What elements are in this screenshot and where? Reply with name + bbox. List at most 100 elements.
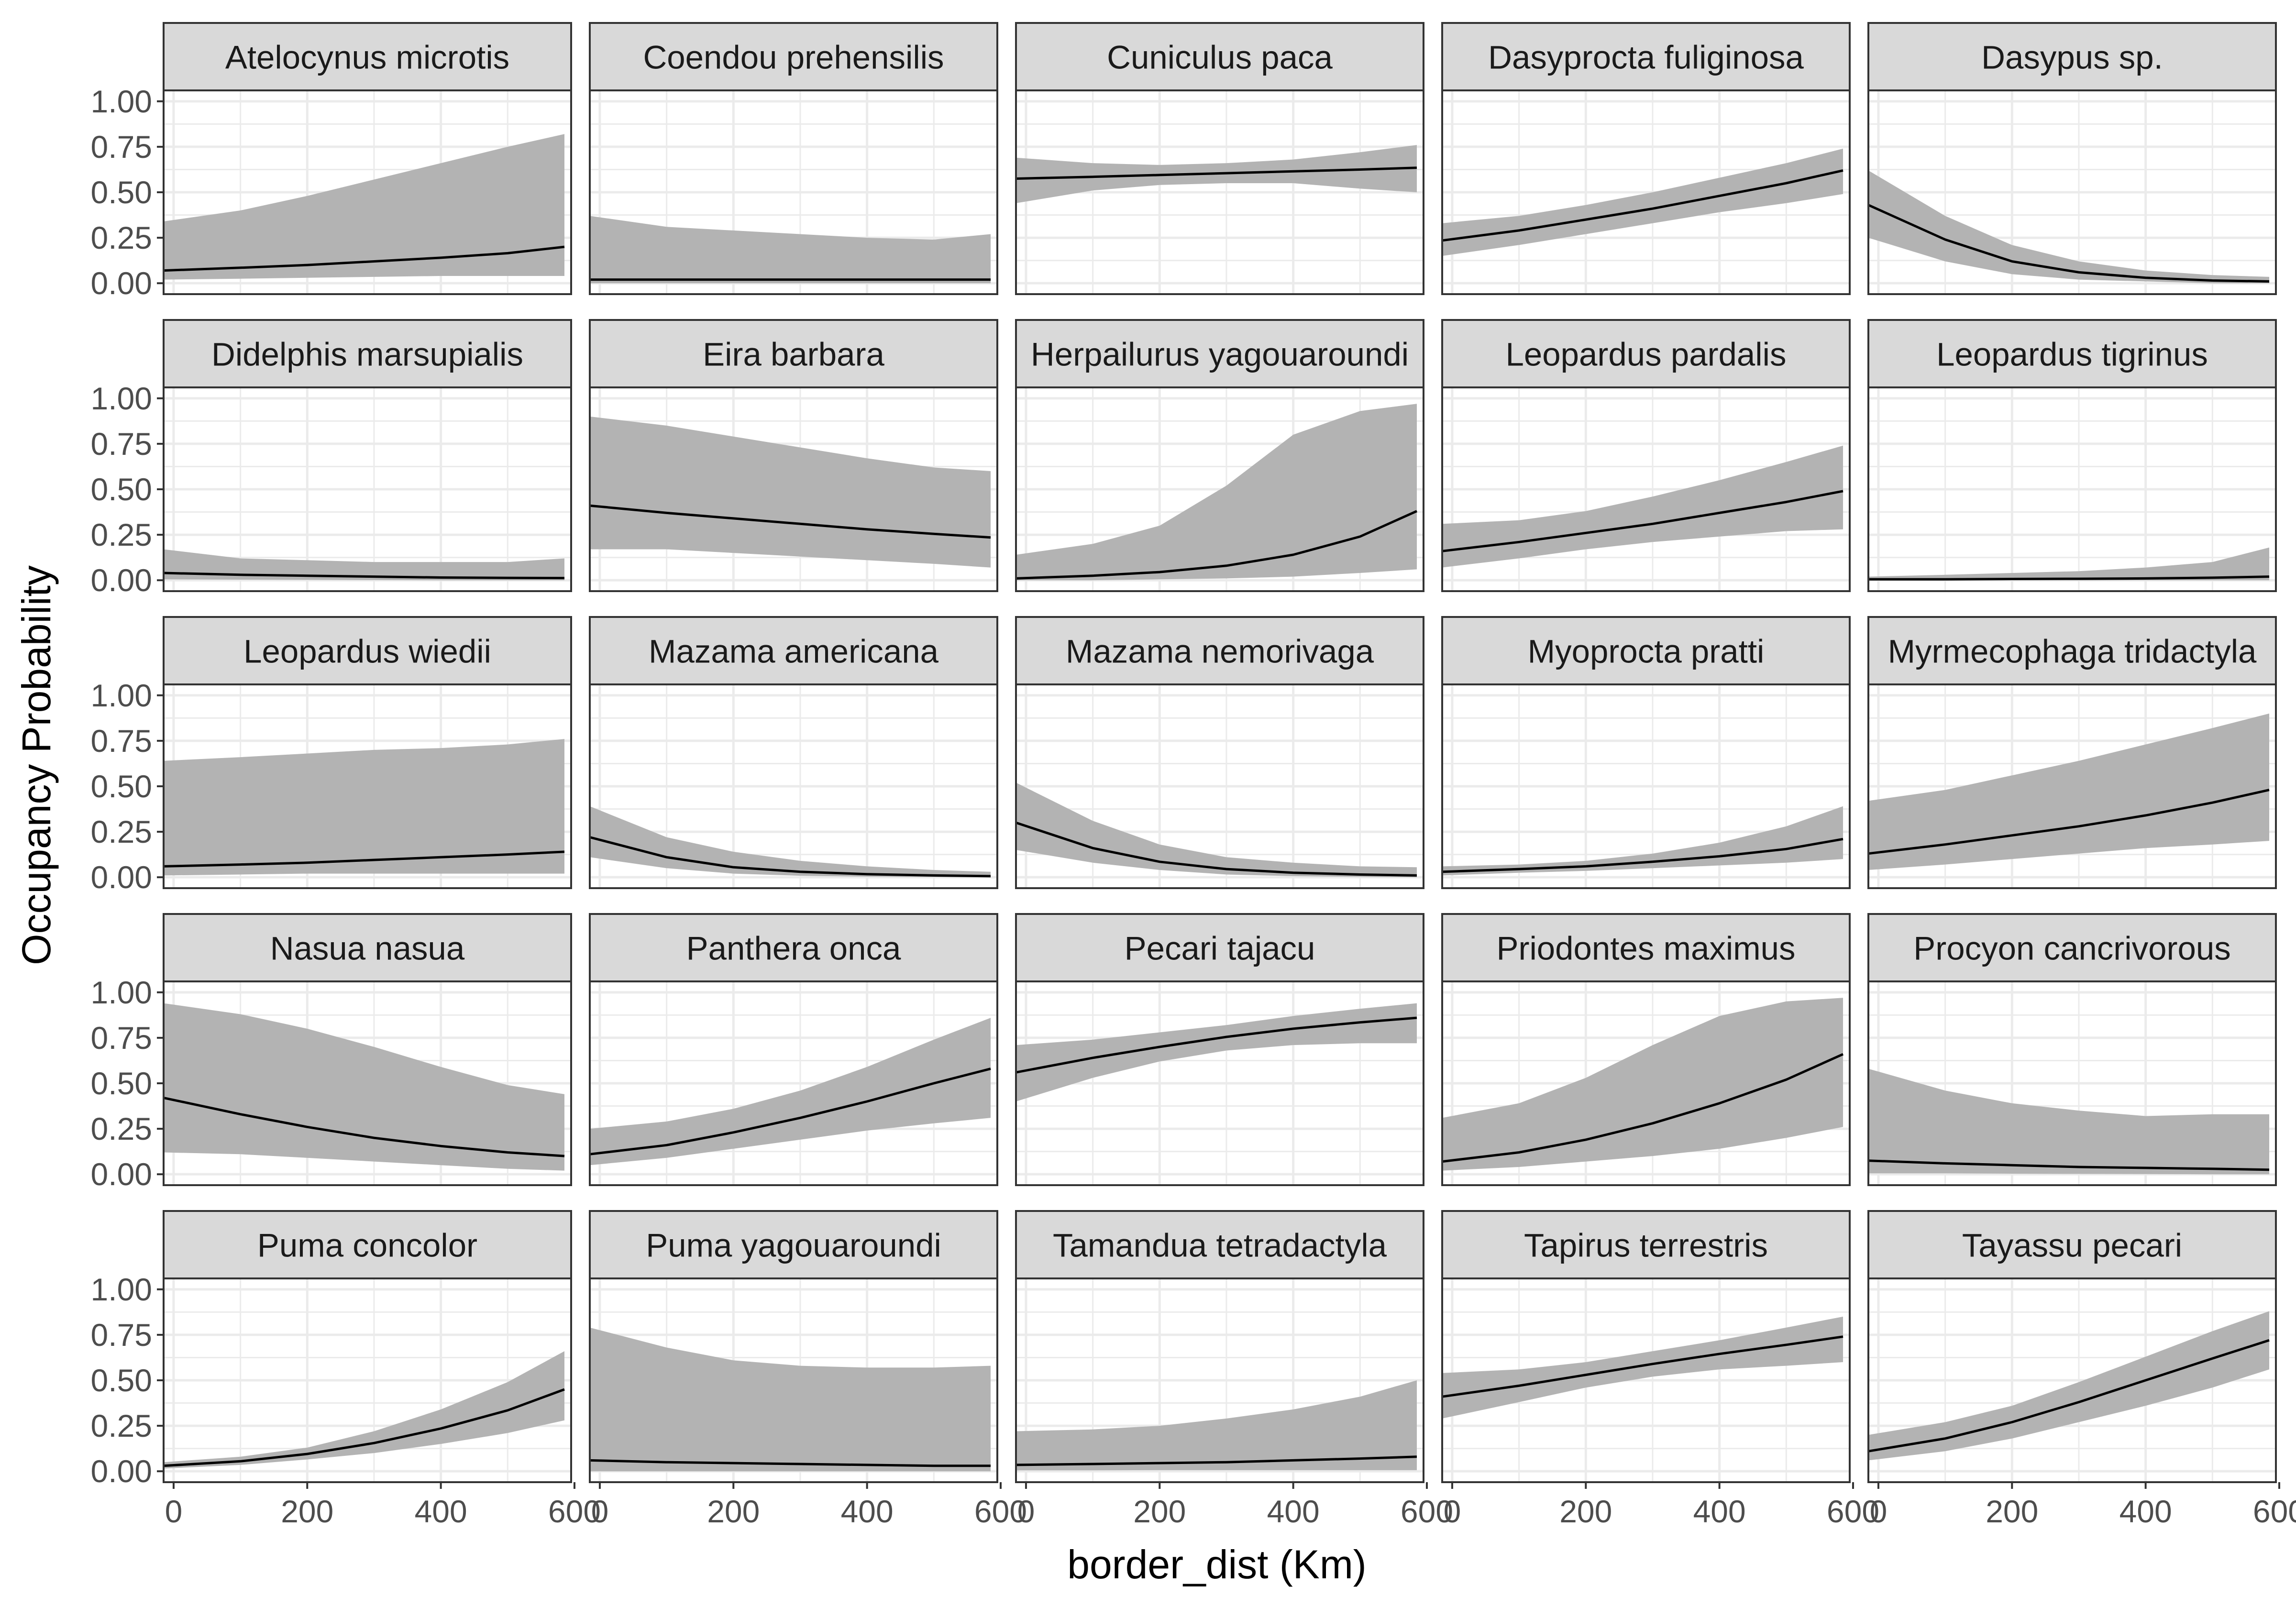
- facet-panel: Tamandua tetradactyla 0 200 400 600: [1015, 1210, 1453, 1529]
- mean-line: [1868, 1159, 2270, 1171]
- y-tick-label: 0.75: [91, 1020, 152, 1056]
- strip-background: [589, 319, 998, 388]
- facet-panel: Tapirus terrestris 0 200 400 600: [1441, 1210, 1879, 1529]
- y-tick-label: 0.50: [91, 472, 152, 507]
- confidence-ribbon: [1442, 148, 1843, 256]
- mean-line: [163, 572, 565, 580]
- mean-line: [1442, 169, 1843, 242]
- mean-line: [589, 1459, 991, 1467]
- strip-title: Tayassu pecari: [1962, 1227, 2182, 1264]
- confidence-ribbon: [590, 216, 991, 284]
- strip-background: [163, 913, 572, 982]
- y-tick-label: 1.00: [91, 975, 152, 1010]
- strip-title: Cuniculus paca: [1107, 39, 1333, 76]
- confidence-ribbon: [1868, 1068, 2269, 1175]
- confidence-ribbon: [1442, 998, 1843, 1171]
- strip-background: [1441, 913, 1851, 982]
- x-tick-label: 400: [1693, 1494, 1746, 1529]
- confidence-ribbon: [164, 549, 564, 581]
- strip-title: Mazama americana: [649, 633, 939, 670]
- facet-panel: Mazama americana: [589, 616, 998, 889]
- strip-title: Panthera onca: [686, 930, 901, 967]
- strip-background: [1441, 1210, 1851, 1279]
- y-tick-label: 0.50: [91, 1066, 152, 1101]
- facet-panel: Panthera onca: [589, 913, 998, 1186]
- y-tick-label: 0.00: [91, 859, 152, 895]
- strip-background: [1867, 1210, 2277, 1279]
- y-tick-label: 0.00: [91, 1453, 152, 1489]
- x-tick-label: 600: [2253, 1494, 2296, 1529]
- mean-line: [1016, 1016, 1417, 1074]
- strip-title: Dasyprocta fuliginosa: [1488, 39, 1804, 76]
- y-axis-label: Occupancy Probability: [14, 565, 59, 965]
- y-tick-label: 0.75: [91, 723, 152, 759]
- y-tick-label: 0.25: [91, 517, 152, 552]
- x-tick-label: 400: [1267, 1494, 1320, 1529]
- strip-title: Puma yagouaroundi: [646, 1227, 941, 1264]
- strip-title: Priodontes maximus: [1496, 930, 1795, 967]
- facet-panel: Procyon cancrivorous: [1867, 913, 2277, 1186]
- confidence-ribbon: [590, 1018, 991, 1166]
- confidence-ribbon: [590, 1327, 991, 1472]
- mean-line: [1016, 166, 1417, 180]
- y-tick-label: 0.00: [91, 265, 152, 301]
- mean-line: [1016, 510, 1418, 580]
- strip-title: Leopardus tigrinus: [1936, 336, 2208, 373]
- confidence-ribbon: [1442, 1316, 1843, 1419]
- strip-background: [163, 616, 572, 685]
- strip-background: [163, 1210, 572, 1279]
- strip-background: [1015, 616, 1424, 685]
- confidence-ribbon: [164, 1351, 564, 1469]
- y-tick-label: 0.25: [91, 1408, 152, 1443]
- mean-line: [1868, 789, 2270, 855]
- strip-background: [589, 1210, 998, 1279]
- confidence-ribbon: [1016, 404, 1417, 581]
- confidence-ribbon: [1868, 713, 2269, 870]
- mean-line: [1868, 575, 2270, 581]
- x-tick-label: 400: [415, 1494, 467, 1529]
- facet-panel: Herpailurus yagouaroundi: [1015, 319, 1424, 592]
- strip-title: Leopardus wiedii: [243, 633, 491, 670]
- strip-title: Herpailurus yagouaroundi: [1031, 336, 1409, 373]
- confidence-ribbon: [164, 739, 564, 876]
- strip-background: [1867, 913, 2277, 982]
- confidence-ribbon: [1016, 1003, 1417, 1101]
- facet-panel: Myrmecophaga tridactyla: [1867, 616, 2277, 889]
- strip-title: Nasua nasua: [270, 930, 465, 967]
- x-tick-label: 200: [1133, 1494, 1186, 1529]
- mean-line: [1016, 821, 1417, 877]
- x-tick-label: 0: [1017, 1494, 1035, 1529]
- strip-title: Leopardus pardalis: [1506, 336, 1787, 373]
- facet-panels: Atelocynus microtis 0.00 0.25 0.50 0.75 1.00 C…: [91, 22, 2296, 1529]
- strip-title: Coendou prehensilis: [643, 39, 944, 76]
- strip-title: Myrmecophaga tridactyla: [1888, 633, 2257, 670]
- x-tick-label: 400: [841, 1494, 894, 1529]
- confidence-ribbon: [1016, 1380, 1417, 1471]
- mean-line: [1868, 1339, 2270, 1453]
- strip-title: Tamandua tetradactyla: [1053, 1227, 1387, 1264]
- x-tick-label: 200: [1559, 1494, 1612, 1529]
- confidence-ribbon: [1868, 170, 2269, 284]
- strip-title: Atelocynus microtis: [225, 39, 509, 76]
- confidence-ribbon: [590, 806, 991, 878]
- facet-panel: Atelocynus microtis 0.00 0.25 0.50 0.75 1.00: [91, 22, 572, 301]
- y-tick-label: 0.50: [91, 769, 152, 804]
- strip-title: Dasypus sp.: [1981, 39, 2163, 76]
- facet-panel: Mazama nemorivaga: [1015, 616, 1424, 889]
- facet-panel: Priodontes maximus: [1441, 913, 1851, 1186]
- facet-panel: Tayassu pecari 0 200 400 600: [1867, 1210, 2296, 1529]
- strip-background: [163, 22, 572, 91]
- confidence-ribbon: [164, 134, 564, 280]
- facet-panel: Eira barbara: [589, 319, 998, 592]
- x-tick-label: 600: [1827, 1494, 1879, 1529]
- x-tick-label: 200: [281, 1494, 333, 1529]
- y-tick-label: 0.00: [91, 1156, 152, 1192]
- strip-title: Tapirus terrestris: [1524, 1227, 1768, 1264]
- strip-background: [1015, 1210, 1424, 1279]
- strip-title: Mazama nemorivaga: [1066, 633, 1374, 670]
- strip-background: [1441, 616, 1851, 685]
- strip-background: [1867, 616, 2277, 685]
- strip-background: [589, 22, 998, 91]
- strip-background: [1441, 22, 1851, 91]
- strip-title: Myoprocta pratti: [1528, 633, 1765, 670]
